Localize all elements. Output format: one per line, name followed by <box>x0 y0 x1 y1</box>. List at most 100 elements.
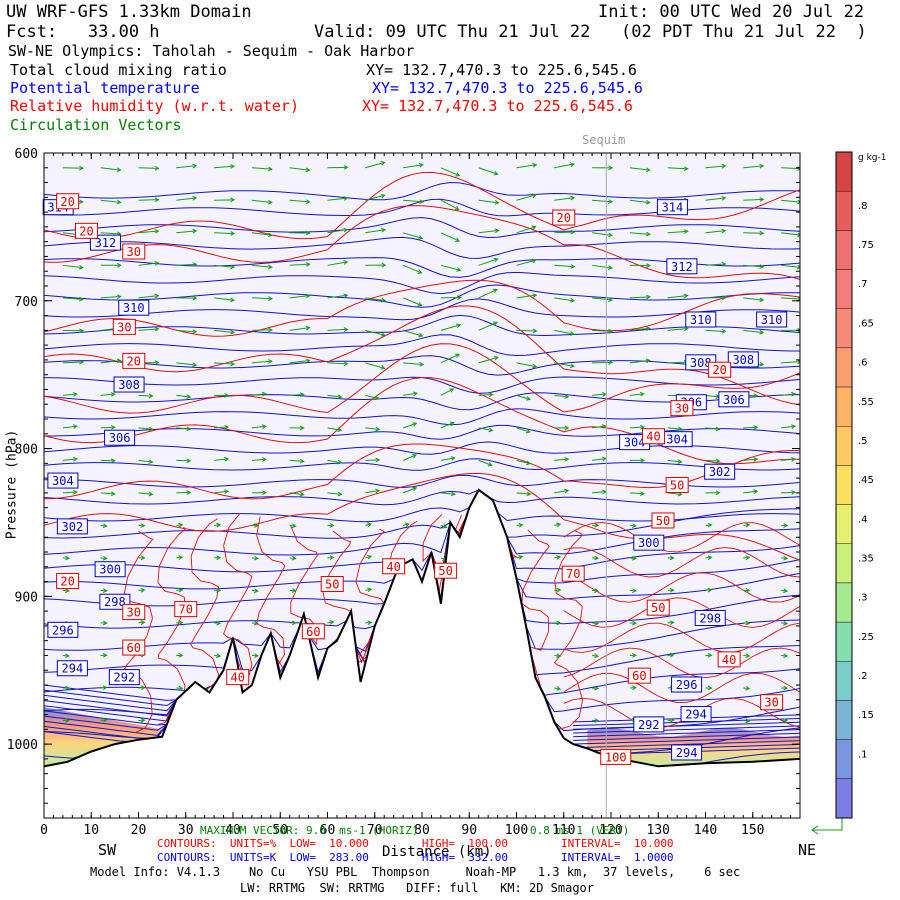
circulation-vector <box>214 490 229 494</box>
circulation-vector-head <box>140 718 146 723</box>
circulation-vector <box>629 492 644 495</box>
circulation-vector-head <box>140 555 146 561</box>
circulation-vector <box>138 295 159 299</box>
circulation-vector-head <box>457 295 462 300</box>
model-info-2: LW: RRTMG SW: RRTMG DIFF: full KM: 2D Sm… <box>240 881 595 895</box>
circulation-vector-head <box>102 555 108 561</box>
colorbar-segment <box>835 426 853 466</box>
circulation-vector <box>478 289 498 299</box>
theta-contour-label: 308 <box>118 378 140 392</box>
rh-contour-line <box>563 647 800 679</box>
colorbar-segment <box>835 504 853 544</box>
circulation-vector-head <box>753 425 759 430</box>
rh-contour-label: 50 <box>651 601 665 615</box>
circulation-vector <box>214 362 235 365</box>
circulation-vector <box>592 329 613 332</box>
terrain-outline <box>44 488 800 768</box>
theta-contour-label: 298 <box>699 612 721 626</box>
circulation-vector-head <box>305 293 311 299</box>
colorbar-label: .1 <box>858 749 868 760</box>
circulation-vector-head <box>305 358 311 364</box>
theta-contour-line <box>44 458 800 471</box>
circulation-vector-head <box>102 685 108 691</box>
circulation-vector <box>478 229 499 234</box>
circulation-vector-head <box>140 523 146 528</box>
rh-contour-label-box <box>670 400 694 417</box>
circulation-vector-head <box>797 296 800 302</box>
colorbar-units: g kg-1 <box>858 153 886 163</box>
x-tick-label: 0 <box>40 823 48 838</box>
theta-contour-label-box <box>727 351 759 368</box>
circulation-vector <box>743 297 764 301</box>
theta-contour-label-box <box>108 669 140 686</box>
circulation-vector <box>743 329 764 334</box>
rh-contour-line <box>553 530 584 730</box>
rh-contour-label: 100 <box>605 750 627 764</box>
circulation-vector-head <box>291 523 297 529</box>
circulation-vector <box>327 197 348 201</box>
theta-contour-label: 294 <box>676 746 698 760</box>
rh-contour-label: 20 <box>127 354 141 368</box>
x-axis-title: Distance (km) <box>382 844 492 860</box>
circulation-vector <box>62 425 77 429</box>
theta-contour-line <box>44 408 800 426</box>
rh-contour-label-box <box>320 576 344 593</box>
sw-label: SW <box>98 841 117 859</box>
circulation-vector-head <box>518 522 524 528</box>
circulation-vector-head <box>759 297 765 303</box>
theta-contour-label-box <box>56 660 88 677</box>
circulation-vector-head <box>683 293 689 299</box>
circulation-vector-head <box>192 163 198 169</box>
theta-contour-label-box <box>113 376 145 393</box>
theta-contour-label: 302 <box>709 465 731 479</box>
circulation-vector-head <box>419 361 425 367</box>
circulation-vector <box>440 232 460 242</box>
theta-contour-label: 294 <box>62 662 84 676</box>
circulation-vector <box>289 327 310 331</box>
circulation-vector-head <box>116 358 122 364</box>
rh-contour-line <box>563 622 800 653</box>
colorbar-segment <box>835 778 853 819</box>
circulation-vector-head <box>375 426 381 432</box>
circulation-vector-head <box>759 230 765 236</box>
circulation-vector <box>478 427 493 431</box>
circulation-vector-head <box>417 269 423 274</box>
circulation-vector <box>289 393 304 396</box>
y-tick-label: 900 <box>15 590 38 605</box>
circulation-vector-head <box>669 652 675 658</box>
circulation-vector <box>403 199 424 203</box>
circulation-vector <box>100 295 121 299</box>
circulation-vector-head <box>72 391 78 397</box>
rh-contour-line <box>44 171 800 240</box>
forecast-hour: Fcst: 33.00 h <box>6 22 160 42</box>
circulation-vector-head <box>116 262 122 268</box>
circulation-vector-head <box>488 392 494 398</box>
rh-contour-label-box <box>717 651 741 668</box>
circulation-vector <box>554 490 569 494</box>
circulation-vector <box>365 161 385 169</box>
circulation-vector-head <box>632 685 637 691</box>
circulation-vector-head <box>216 588 222 593</box>
rh-contour-line <box>44 343 800 414</box>
max-vector-text: MAXIMUM VECTOR: 9.0 ms-1 (HORIZ) <box>200 824 419 837</box>
rh-contour-label-box <box>600 748 632 765</box>
circulation-vector-head <box>745 718 751 724</box>
circulation-vector <box>214 458 229 461</box>
terrain-fill <box>44 489 800 818</box>
circulation-vector <box>62 458 77 461</box>
circulation-vector-head <box>268 166 273 172</box>
circulation-vector-head <box>493 257 499 263</box>
rh-contour-line <box>563 572 800 603</box>
circulation-vector-head <box>367 620 373 626</box>
circulation-vector <box>100 167 121 171</box>
circulation-vector-head <box>449 421 455 426</box>
circulation-vector-head <box>454 205 460 211</box>
circulation-vector <box>592 199 613 203</box>
circulation-vector <box>327 328 348 331</box>
circulation-vector-head <box>192 262 198 267</box>
circulation-vector-head <box>262 490 267 495</box>
circulation-vector <box>289 492 304 496</box>
circulation-vector-head <box>418 162 424 168</box>
rh-contour-label: 60 <box>127 641 141 655</box>
circulation-vector-head <box>645 326 651 331</box>
